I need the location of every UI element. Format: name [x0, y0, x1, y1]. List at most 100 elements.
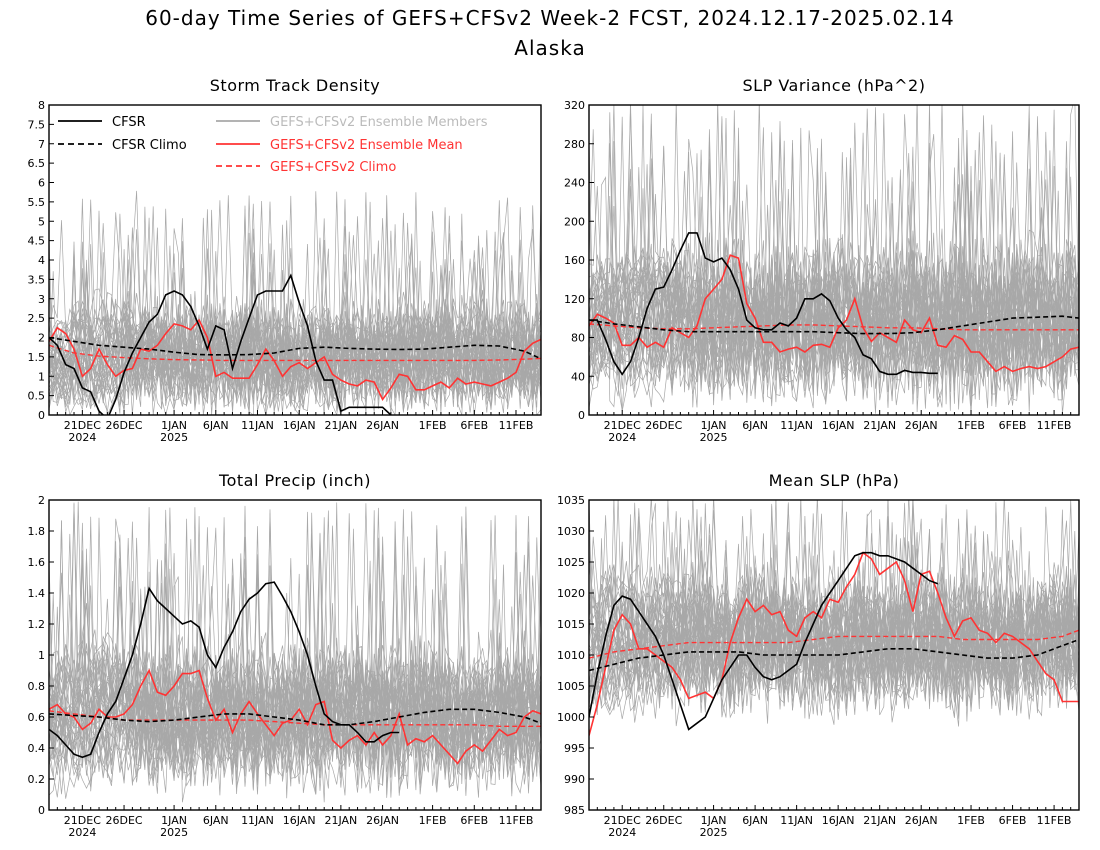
- x-tick-label: 26JAN: [905, 814, 938, 827]
- x-tick-label: 6JAN: [742, 814, 768, 827]
- y-tick-label: 4: [38, 254, 45, 267]
- panel-title: SLP Variance (hPa^2): [743, 76, 926, 95]
- y-tick-label: 0: [578, 409, 585, 422]
- x-tick-label: 1JAN: [161, 814, 187, 827]
- panel-title: Mean SLP (hPa): [769, 471, 900, 490]
- y-tick-label: 0.2: [28, 773, 46, 786]
- y-tick-label: 1015: [557, 618, 585, 631]
- panel-mean-slp: Mean SLP (hPa) 985 990 995 1000 1005 1010 1015 1…: [557, 471, 1080, 839]
- cfsr-line: [589, 551, 939, 731]
- x-year-label: 2025: [160, 826, 188, 839]
- ensemble-member-line: [589, 116, 1079, 414]
- panel-slp-variance: SLP Variance (hPa^2) 0 40 80 120 160 200 240 280…: [564, 76, 1080, 444]
- ensemble-mean-line: [49, 668, 541, 765]
- x-tick-label: 21JAN: [863, 814, 896, 827]
- y-tick-label: 0.4: [28, 742, 46, 755]
- figure-subtitle-region: Alaska: [514, 36, 585, 60]
- legend-gefs-climo-label: GEFS+CFSv2 Climo: [270, 160, 396, 175]
- y-tick-label: 1.5: [28, 351, 46, 364]
- y-tick-label: 995: [564, 742, 585, 755]
- x-tick-label: 6FEB: [999, 814, 1027, 827]
- y-tick-label: 7.5: [28, 118, 46, 131]
- cfsr-line: [49, 273, 392, 415]
- x-tick-label: 16JAN: [283, 814, 316, 827]
- y-tick-label: 3.5: [28, 273, 46, 286]
- x-tick-label: 11FEB: [499, 814, 534, 827]
- y-tick-label: 6: [38, 177, 45, 190]
- ensemble-member-line: [49, 234, 541, 412]
- y-tick-label: 0.6: [28, 711, 46, 724]
- panel-title: Storm Track Density: [210, 76, 380, 95]
- y-tick-label: 5.5: [28, 196, 46, 209]
- cfsr-climo-line: [49, 708, 541, 726]
- y-tick-label: 5: [38, 215, 45, 228]
- x-tick-label: 21DEC: [604, 814, 641, 827]
- x-year-label: 2025: [700, 431, 728, 444]
- y-tick-label: 40: [571, 370, 585, 383]
- ensemble-member-line: [589, 142, 1079, 387]
- x-tick-label: 11JAN: [780, 419, 813, 432]
- legend-cfsr-climo-label: CFSR Climo: [112, 138, 187, 153]
- y-tick-label: 1.6: [28, 556, 46, 569]
- x-tick-label: 21JAN: [324, 419, 357, 432]
- x-tick-label: 1FEB: [419, 419, 447, 432]
- ensemble-member-line: [49, 195, 541, 405]
- legend-mean-label: GEFS+CFSv2 Ensemble Mean: [270, 138, 463, 153]
- ensemble-member-line: [49, 195, 541, 408]
- ensemble-member-line: [589, 500, 1079, 699]
- x-tick-label: 1JAN: [161, 419, 187, 432]
- y-tick-label: 1030: [557, 525, 585, 538]
- y-tick-label: 2: [38, 494, 45, 507]
- ensemble-member-line: [49, 512, 541, 791]
- ensemble-member-line: [49, 245, 541, 415]
- ensemble-mean-line: [589, 551, 1079, 736]
- ensemble-member-line: [49, 513, 541, 773]
- x-tick-label: 21DEC: [64, 814, 101, 827]
- y-tick-label: 1035: [557, 494, 585, 507]
- panel-title: Total Precip (inch): [218, 471, 371, 490]
- x-tick-label: 21JAN: [324, 814, 357, 827]
- gefs-climo-line: [589, 323, 1079, 331]
- x-tick-label: 1FEB: [419, 814, 447, 827]
- x-tick-label: 26JAN: [366, 814, 399, 827]
- ensemble-member-line: [49, 502, 541, 779]
- x-tick-label: 11FEB: [1037, 814, 1072, 827]
- y-tick-label: 0.5: [28, 390, 46, 403]
- ensemble-member-line: [589, 502, 1079, 716]
- cfsr-line: [589, 232, 938, 376]
- ensemble-member-line: [589, 539, 1079, 722]
- x-tick-label: 11FEB: [1037, 419, 1072, 432]
- ensemble-member-line: [49, 217, 541, 415]
- x-year-label: 2024: [608, 826, 636, 839]
- x-tick-label: 1JAN: [701, 419, 727, 432]
- x-year-label: 2024: [608, 431, 636, 444]
- x-tick-label: 21DEC: [64, 419, 101, 432]
- legend-cfsr-label: CFSR: [112, 115, 146, 130]
- x-year-label: 2024: [68, 431, 96, 444]
- x-tick-label: 6JAN: [203, 419, 229, 432]
- x-tick-label: 16JAN: [283, 419, 316, 432]
- y-tick-label: 320: [564, 99, 585, 112]
- cfsr-climo-line: [589, 638, 1079, 672]
- y-tick-label: 8: [38, 99, 45, 112]
- ensemble-member-line: [49, 516, 541, 781]
- x-tick-label: 16JAN: [822, 814, 855, 827]
- y-tick-label: 6.5: [28, 157, 46, 170]
- cfsr-line: [49, 581, 400, 759]
- ensemble-member-line: [589, 121, 1079, 394]
- ensemble-member-line: [49, 519, 541, 796]
- gefs-climo-line: [49, 344, 541, 362]
- y-tick-label: 3: [38, 293, 45, 306]
- ensemble-member-line: [589, 500, 1079, 696]
- x-tick-label: 26DEC: [105, 814, 142, 827]
- y-tick-label: 1000: [557, 711, 585, 724]
- ensemble-member-line: [589, 129, 1079, 392]
- y-tick-label: 1.2: [28, 618, 46, 631]
- x-tick-label: 1JAN: [701, 814, 727, 827]
- ensemble-member-line: [49, 503, 541, 793]
- y-tick-label: 200: [564, 215, 585, 228]
- figure-title: 60-day Time Series of GEFS+CFSv2 Week-2 …: [145, 6, 955, 30]
- y-tick-label: 1010: [557, 649, 585, 662]
- plot-area: [589, 105, 1079, 415]
